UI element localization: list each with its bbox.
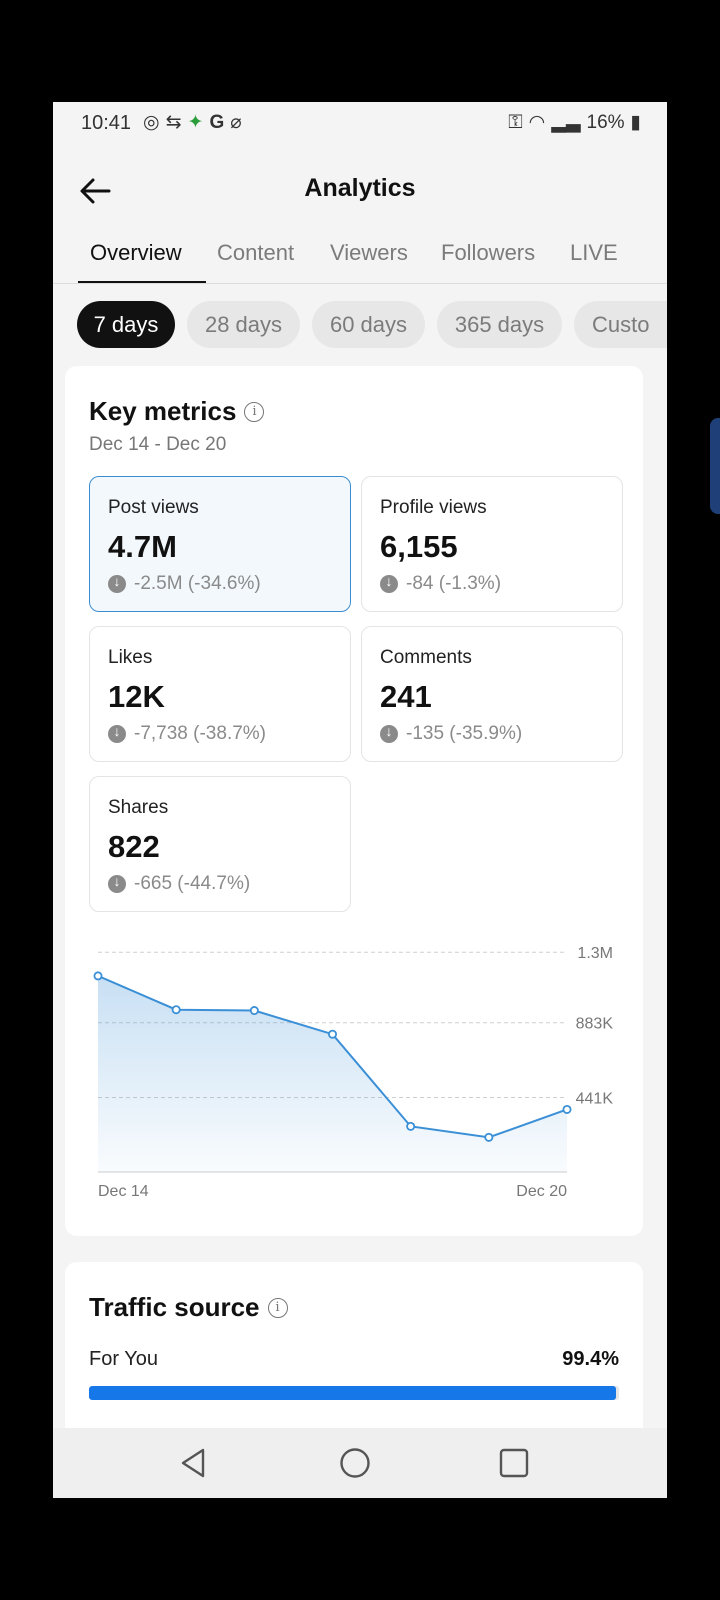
battery-icon: ▮ bbox=[630, 112, 641, 133]
data-point bbox=[484, 1132, 494, 1142]
down-arrow-icon bbox=[108, 723, 126, 743]
y-tick-label: 883K bbox=[576, 1016, 614, 1033]
google-icon: G bbox=[209, 112, 225, 133]
data-point bbox=[171, 1005, 181, 1015]
traffic-progress-track bbox=[89, 1386, 619, 1400]
metric-delta: -135 (-35.9%) bbox=[380, 723, 522, 745]
status-bar: 10:41 ◎ ⇆ ✦ G ⌀ ⚿ ◠ ▂▃ 16% ▮ bbox=[53, 102, 667, 150]
active-tab-indicator bbox=[78, 281, 206, 283]
metric-value: 6,155 bbox=[380, 529, 458, 564]
metric-shares[interactable]: Shares 822 -665 (-44.7%) bbox=[89, 776, 351, 912]
traffic-row-for-you: For You 99.4% bbox=[89, 1348, 619, 1371]
metric-delta: -2.5M (-34.6%) bbox=[108, 573, 261, 595]
traffic-source-heading: Traffic source i bbox=[89, 1292, 288, 1323]
back-arrow-icon[interactable] bbox=[77, 172, 115, 210]
edge-panel-handle[interactable] bbox=[710, 418, 720, 514]
tab-live[interactable]: LIVE bbox=[570, 240, 618, 265]
metric-value: 12K bbox=[108, 679, 165, 714]
metric-label: Likes bbox=[108, 647, 153, 668]
nav-back-icon[interactable] bbox=[177, 1446, 211, 1480]
down-arrow-icon bbox=[108, 573, 126, 593]
metric-delta: -84 (-1.3%) bbox=[380, 573, 501, 595]
y-tick-label: 441K bbox=[576, 1090, 614, 1107]
phone-screen: 10:41 ◎ ⇆ ✦ G ⌀ ⚿ ◠ ▂▃ 16% ▮ Analytics O… bbox=[53, 102, 667, 1498]
metric-value: 4.7M bbox=[108, 529, 177, 564]
down-arrow-icon bbox=[380, 573, 398, 593]
battery-level: 16% bbox=[586, 111, 625, 133]
notification-icons: ◎ ⇆ ✦ G ⌀ bbox=[143, 111, 242, 135]
metric-delta-text: -2.5M (-34.6%) bbox=[134, 573, 261, 594]
date-range-label: Dec 14 - Dec 20 bbox=[89, 434, 227, 455]
y-tick-label: 1.3M bbox=[577, 945, 613, 962]
metric-label: Profile views bbox=[380, 497, 487, 518]
range-365-days[interactable]: 365 days bbox=[437, 301, 562, 348]
wifi-icon: ◠ bbox=[528, 112, 546, 133]
tab-content[interactable]: Content bbox=[217, 240, 295, 265]
x-tick-label: Dec 14 bbox=[98, 1183, 149, 1200]
nav-home-icon[interactable] bbox=[338, 1446, 372, 1480]
status-time: 10:41 bbox=[81, 112, 132, 134]
date-range-selector: 7 days 28 days 60 days 365 days Custo bbox=[77, 301, 667, 349]
tab-viewers[interactable]: Viewers bbox=[330, 240, 408, 265]
x-tick-label: Dec 20 bbox=[516, 1183, 567, 1200]
data-point bbox=[562, 1104, 572, 1114]
system-nav-bar bbox=[53, 1428, 667, 1498]
system-icons: ⚿ ◠ ▂▃ 16% ▮ bbox=[508, 111, 641, 134]
metric-delta: -665 (-44.7%) bbox=[108, 873, 250, 895]
metric-value: 241 bbox=[380, 679, 432, 714]
series-area bbox=[98, 975, 567, 1172]
metric-likes[interactable]: Likes 12K -7,738 (-38.7%) bbox=[89, 626, 351, 762]
key-metrics-heading: Key metrics i bbox=[89, 396, 265, 427]
metric-comments[interactable]: Comments 241 -135 (-35.9%) bbox=[361, 626, 623, 762]
down-arrow-icon bbox=[108, 873, 126, 893]
metric-profile-views[interactable]: Profile views 6,155 -84 (-1.3%) bbox=[361, 476, 623, 612]
traffic-source-title: Traffic source bbox=[89, 1292, 260, 1322]
muted-icon: ⌀ bbox=[230, 112, 242, 133]
tab-overview[interactable]: Overview bbox=[90, 240, 182, 265]
key-metrics-card: Key metrics i Dec 14 - Dec 20 Post views… bbox=[65, 366, 643, 1236]
tab-followers[interactable]: Followers bbox=[441, 240, 536, 265]
info-icon[interactable]: i bbox=[267, 1297, 288, 1318]
metric-label: Comments bbox=[380, 647, 472, 668]
app-icon: ✦ bbox=[187, 112, 204, 133]
metric-delta-text: -135 (-35.9%) bbox=[406, 723, 523, 744]
metric-value: 822 bbox=[108, 829, 160, 864]
traffic-source-percent: 99.4% bbox=[562, 1348, 619, 1370]
range-custom[interactable]: Custo bbox=[574, 301, 667, 348]
metric-delta-text: -84 (-1.3%) bbox=[406, 573, 502, 594]
metric-post-views[interactable]: Post views 4.7M -2.5M (-34.6%) bbox=[89, 476, 351, 612]
metric-label: Shares bbox=[108, 797, 169, 818]
info-icon[interactable]: i bbox=[244, 401, 265, 422]
data-point bbox=[249, 1006, 259, 1016]
data-point bbox=[406, 1121, 416, 1131]
key-metrics-title: Key metrics bbox=[89, 396, 237, 426]
data-point bbox=[327, 1029, 337, 1039]
signal-icon: ▂▃ bbox=[551, 112, 581, 133]
metric-delta-text: -7,738 (-38.7%) bbox=[134, 723, 267, 744]
data-point bbox=[93, 971, 103, 981]
range-60-days[interactable]: 60 days bbox=[312, 301, 425, 348]
page-title: Analytics bbox=[304, 174, 416, 202]
down-arrow-icon bbox=[380, 723, 398, 743]
metric-delta-text: -665 (-44.7%) bbox=[134, 873, 251, 894]
app-header: Analytics bbox=[53, 150, 667, 234]
sync-icon: ⇆ bbox=[165, 112, 182, 133]
instagram-icon: ◎ bbox=[143, 112, 160, 133]
vpn-key-icon: ⚿ bbox=[508, 111, 523, 133]
post-views-chart: 1.3M 883K 441K Dec 14 Dec 20 bbox=[65, 926, 643, 1206]
traffic-source-label: For You bbox=[89, 1348, 158, 1370]
post-views-chart-svg: 1.3M 883K 441K Dec 14 Dec 20 bbox=[93, 945, 614, 1200]
range-28-days[interactable]: 28 days bbox=[187, 301, 300, 348]
tab-bar: Overview Content Viewers Followers LIVE bbox=[53, 232, 667, 284]
nav-recents-icon[interactable] bbox=[497, 1446, 531, 1480]
traffic-progress-fill bbox=[89, 1386, 616, 1400]
metric-delta: -7,738 (-38.7%) bbox=[108, 723, 266, 745]
range-7-days[interactable]: 7 days bbox=[77, 301, 175, 348]
metric-label: Post views bbox=[108, 497, 199, 518]
